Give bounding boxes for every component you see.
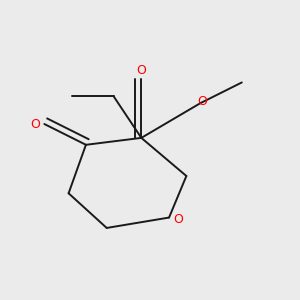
Text: O: O — [136, 64, 146, 77]
Text: O: O — [31, 118, 40, 130]
Text: O: O — [173, 213, 183, 226]
Text: O: O — [197, 95, 207, 108]
